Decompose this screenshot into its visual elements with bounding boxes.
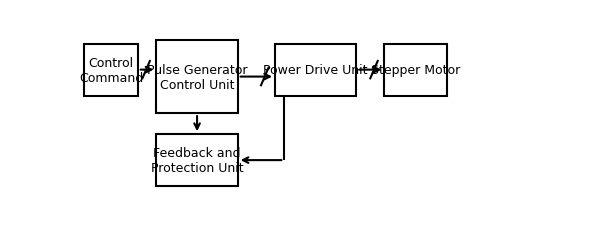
Bar [84, 44, 138, 96]
Text: Stepper Motor: Stepper Motor [371, 64, 460, 77]
Bar [384, 44, 447, 96]
Bar [157, 41, 238, 114]
Text: Control
Command: Control Command [79, 56, 143, 84]
Bar [275, 44, 356, 96]
Bar [157, 134, 238, 186]
Text: Feedback and
Protection Unit: Feedback and Protection Unit [151, 146, 244, 174]
Text: Pulse Generator
Control Unit: Pulse Generator Control Unit [147, 63, 247, 91]
Text: Power Drive Unit: Power Drive Unit [263, 64, 368, 77]
